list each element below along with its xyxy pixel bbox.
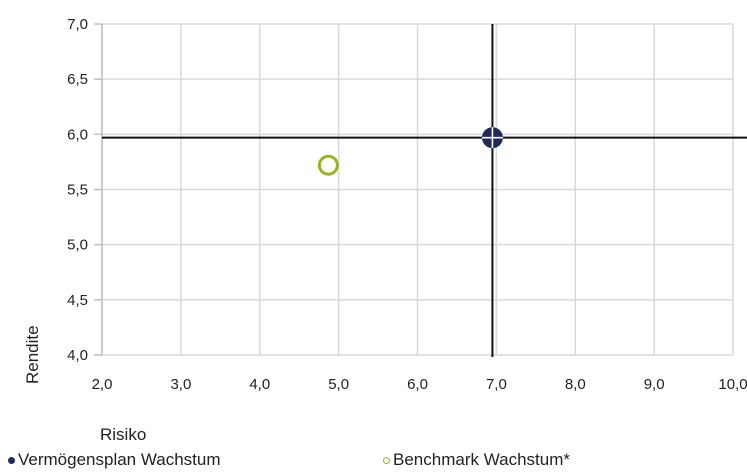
y-tick-label: 5,5 (67, 182, 88, 199)
gridlines (101, 23, 734, 356)
legend-item-series-1: Vermögensplan Wachstum (8, 450, 221, 470)
crosshair-lines (102, 24, 747, 357)
x-tick-label: 4,0 (249, 376, 270, 393)
legend-marker-hollow-circle-icon (383, 456, 390, 464)
legend-marker-filled-circle-icon (8, 456, 15, 464)
y-axis-title: Rendite (23, 325, 42, 384)
x-tick-label: 10,0 (718, 376, 747, 393)
x-tick-label: 7,0 (486, 376, 507, 393)
x-tick-label: 8,0 (565, 376, 586, 393)
y-tick-label: 6,0 (67, 126, 88, 143)
data-points (317, 127, 503, 176)
point-benchmark-wachstum (317, 154, 339, 176)
x-tick-label: 9,0 (644, 376, 665, 393)
scatter-chart: 2,0 3,0 4,0 5,0 6,0 7,0 8,0 9,0 10,0 4,0 4,5 5,0 5,… (23, 16, 747, 444)
y-tick-label: 6,5 (67, 71, 88, 88)
legend-item-series-2: Benchmark Wachstum* (383, 450, 570, 470)
x-tick-label: 5,0 (328, 376, 349, 393)
legend: Vermögensplan Wachstum Benchmark Wachstu… (0, 450, 747, 474)
y-tick-labels: 4,0 4,5 5,0 5,5 6,0 6,5 7,0 (67, 16, 88, 364)
y-tick-label: 5,0 (67, 237, 88, 254)
legend-label-series-2: Benchmark Wachstum* (393, 450, 570, 469)
x-tick-labels: 2,0 3,0 4,0 5,0 6,0 7,0 8,0 9,0 10,0 (92, 376, 747, 393)
legend-label-series-1: Vermögensplan Wachstum (18, 450, 221, 469)
axes (94, 23, 103, 356)
x-tick-label: 6,0 (407, 376, 428, 393)
x-tick-label: 3,0 (170, 376, 191, 393)
x-axis-title: Risiko (100, 425, 146, 444)
y-tick-label: 7,0 (67, 16, 88, 33)
x-tick-label: 2,0 (92, 376, 113, 393)
y-tick-label: 4,0 (67, 347, 88, 364)
y-tick-label: 4,5 (67, 292, 88, 309)
